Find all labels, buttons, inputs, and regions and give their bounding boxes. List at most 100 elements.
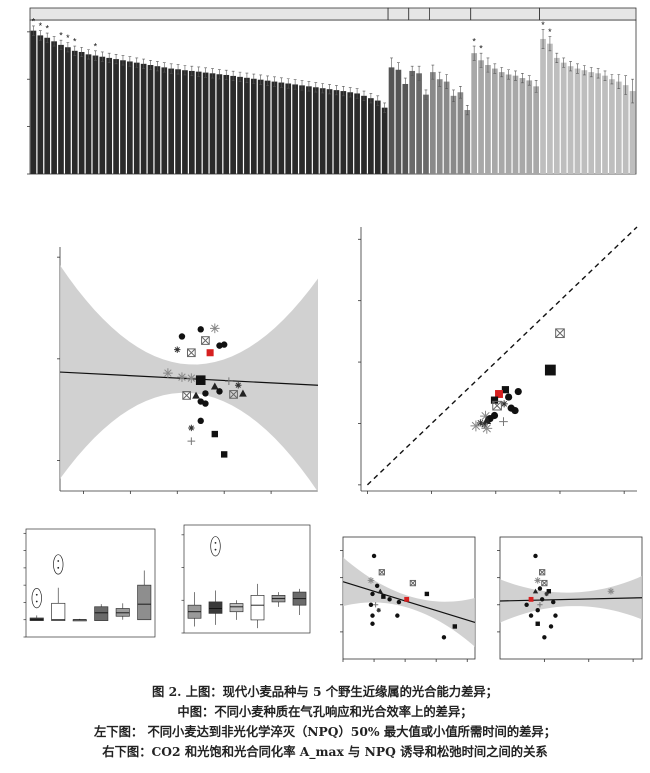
data-point (505, 393, 513, 401)
bar (457, 92, 464, 174)
bar (154, 66, 161, 174)
error-bar (155, 61, 159, 72)
bar (140, 63, 147, 175)
error-bar (562, 57, 566, 68)
scatter-panel-e (340, 536, 476, 662)
box (250, 595, 265, 621)
error-bar (369, 93, 373, 104)
bar (37, 35, 44, 175)
caption-line-3: 左下图： 不同小麦达到非光化学淬灭（NPQ）50% 最大值或小值所需时间的差异； (93, 724, 557, 739)
data-point (387, 597, 392, 602)
bar (113, 59, 119, 174)
data-point (452, 624, 458, 629)
identity-line (366, 226, 638, 486)
bar (133, 62, 140, 175)
data-point (378, 569, 385, 576)
error-bar (493, 63, 497, 74)
error-bar (589, 67, 593, 78)
data-point (551, 599, 556, 605)
data-point (381, 594, 386, 599)
error-bar (445, 74, 449, 90)
error-bar (259, 74, 263, 85)
bar (588, 72, 595, 174)
bar (299, 85, 305, 174)
data-point (548, 624, 554, 629)
bar (512, 75, 519, 174)
data-point (539, 569, 546, 576)
data-point (495, 390, 503, 398)
error-bar (183, 65, 187, 76)
data-point (541, 579, 548, 587)
bar (602, 75, 608, 174)
bar (78, 51, 85, 174)
data-point (368, 602, 374, 607)
error-bar (582, 65, 586, 76)
error-bar (348, 87, 352, 98)
error-bar (245, 72, 249, 83)
caption-line-2: 中图：不同小麦种质在气孔响应和光合效率上的差异； (177, 704, 473, 719)
data-point (187, 348, 196, 358)
bar (622, 85, 629, 174)
error-bar (273, 76, 276, 87)
error-bar (197, 66, 201, 77)
significance-star: * (59, 31, 63, 41)
regression-line (59, 371, 319, 386)
data-point (187, 437, 196, 446)
bar (58, 44, 64, 174)
error-bar (66, 42, 70, 53)
bar (85, 54, 92, 174)
outlier-point (214, 548, 217, 551)
bar (485, 65, 491, 174)
data-point (553, 613, 558, 618)
bar (51, 41, 57, 175)
error-bar (472, 45, 476, 61)
outlier-point (35, 600, 38, 603)
data-point (492, 400, 502, 411)
bar (368, 98, 374, 174)
error-bar (534, 80, 538, 93)
data-point (177, 372, 187, 382)
error-bar (149, 59, 152, 71)
data-point (537, 586, 543, 591)
error-bar (335, 85, 338, 96)
error-bar (279, 77, 283, 88)
scatter-panel-b (358, 226, 638, 494)
data-point (192, 391, 200, 399)
bar (175, 69, 181, 174)
bar (567, 66, 574, 174)
data-point (535, 621, 540, 626)
bar (361, 95, 367, 174)
error-bar (211, 68, 214, 79)
error-bar (38, 30, 42, 41)
data-point (544, 364, 556, 376)
significance-star: * (541, 20, 545, 30)
bar (547, 43, 553, 174)
data-point (202, 400, 209, 407)
data-point (470, 420, 482, 432)
bar (306, 86, 312, 174)
regression-line (342, 581, 476, 623)
bar (209, 73, 216, 174)
bar (264, 80, 271, 174)
error-bar (438, 71, 442, 87)
error-bar (314, 82, 318, 93)
bar (244, 77, 250, 174)
data-point (535, 608, 540, 613)
top-bar-chart: * * ** * * * **** (27, 7, 637, 175)
bar (120, 60, 126, 174)
bar (491, 68, 498, 174)
error-bar (286, 78, 290, 89)
bar (354, 93, 360, 174)
data-point (197, 417, 204, 425)
error-bar (520, 73, 524, 84)
error-bar (252, 73, 256, 84)
data-point (524, 602, 529, 607)
error-bar (514, 70, 517, 81)
bar (333, 90, 340, 174)
bar (436, 79, 443, 174)
data-point (195, 375, 206, 385)
error-bar (355, 88, 359, 99)
data-point (188, 424, 195, 432)
bar (99, 56, 106, 174)
caption-line-1: 图 2. 上图：现代小麦品种与 5 个野生近缘属的光合能力差异； (152, 684, 498, 699)
